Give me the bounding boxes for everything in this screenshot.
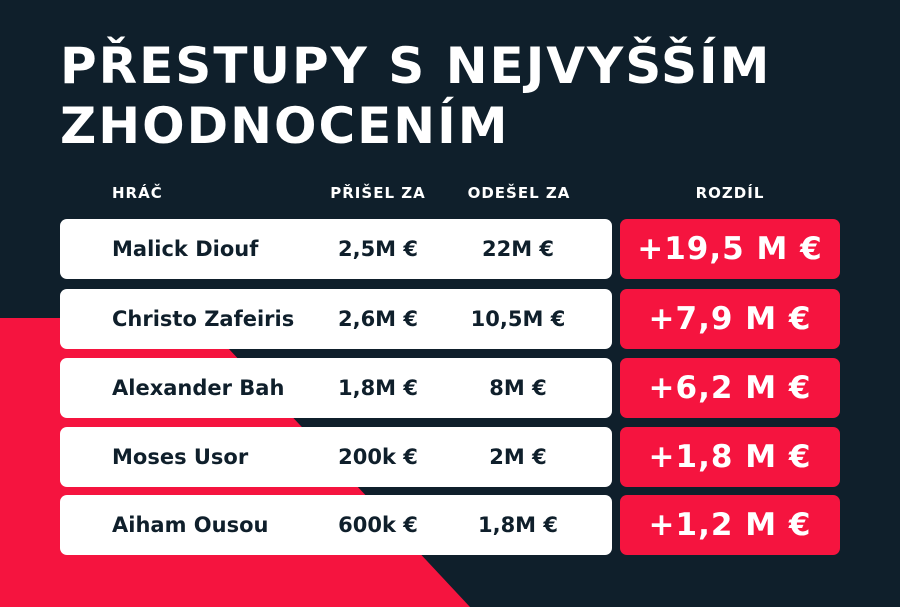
player-name: Aiham Ousou <box>112 513 269 537</box>
title-line-2: ZHODNOCENÍM <box>60 97 510 155</box>
player-name: Christo Zafeiris <box>112 307 295 331</box>
header-left-for: ODEŠEL ZA <box>467 184 571 202</box>
difference-badge: +7,9 M € <box>620 289 840 349</box>
header-came-for: PŘIŠEL ZA <box>330 184 426 202</box>
header-player: HRÁČ <box>112 184 163 202</box>
left-for-value: 10,5M € <box>470 307 566 331</box>
table-row: Alexander Bah 1,8M € 8M € +6,2 M € <box>60 358 840 418</box>
left-for-value: 2M € <box>489 445 547 469</box>
difference-badge: +1,2 M € <box>620 495 840 555</box>
player-name: Malick Diouf <box>112 237 259 261</box>
left-for-value: 8M € <box>489 376 547 400</box>
player-name: Alexander Bah <box>112 376 285 400</box>
title-line-1: PŘESTUPY S NEJVYŠŠÍM <box>60 37 772 95</box>
page-title: PŘESTUPY S NEJVYŠŠÍM ZHODNOCENÍM <box>60 36 860 156</box>
left-for-value: 22M € <box>481 237 555 261</box>
table-row: Malick Diouf 2,5M € 22M € +19,5 M € <box>60 219 840 279</box>
table-row: Aiham Ousou 600k € 1,8M € +1,2 M € <box>60 495 840 555</box>
row-card: Christo Zafeiris 2,6M € 10,5M € <box>60 289 612 349</box>
came-for-value: 600k € <box>338 513 418 537</box>
left-for-value: 1,8M € <box>477 513 559 537</box>
difference-badge: +6,2 M € <box>620 358 840 418</box>
player-name: Moses Usor <box>112 445 249 469</box>
difference-badge: +19,5 M € <box>620 219 840 279</box>
header-difference: ROZDÍL <box>695 184 765 202</box>
came-for-value: 2,5M € <box>337 237 419 261</box>
came-for-value: 1,8M € <box>337 376 419 400</box>
table-header: HRÁČ PŘIŠEL ZA ODEŠEL ZA ROZDÍL <box>0 184 900 206</box>
row-card: Alexander Bah 1,8M € 8M € <box>60 358 612 418</box>
table-row: Moses Usor 200k € 2M € +1,8 M € <box>60 427 840 487</box>
came-for-value: 2,6M € <box>337 307 419 331</box>
row-card: Moses Usor 200k € 2M € <box>60 427 612 487</box>
came-for-value: 200k € <box>338 445 418 469</box>
table-row: Christo Zafeiris 2,6M € 10,5M € +7,9 M € <box>60 289 840 349</box>
difference-badge: +1,8 M € <box>620 427 840 487</box>
row-card: Malick Diouf 2,5M € 22M € <box>60 219 612 279</box>
row-card: Aiham Ousou 600k € 1,8M € <box>60 495 612 555</box>
